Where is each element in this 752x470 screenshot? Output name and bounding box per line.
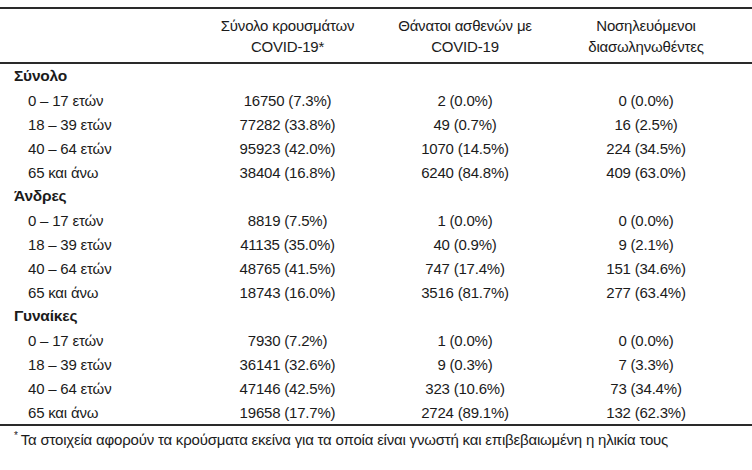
deaths-cell: 747 (17.4%): [390, 256, 540, 280]
table-row: 65 και άνω38404 (16.8%)6240 (84.8%)409 (…: [0, 160, 752, 184]
header-empty-cell: [0, 8, 185, 63]
age-cell: 65 και άνω: [0, 400, 185, 424]
cases-cell: 16750 (7.3%): [185, 88, 390, 112]
deaths-cell: 1 (0.0%): [390, 208, 540, 232]
cases-cell: 41135 (35.0%): [185, 232, 390, 256]
intubated-cell: 7 (3.3%): [540, 352, 752, 376]
cases-cell: 19658 (17.7%): [185, 400, 390, 424]
deaths-cell: 9 (0.3%): [390, 352, 540, 376]
covid-stats-table: Σύνολο κρουσμάτων COVID-19* Θάνατοι ασθε…: [0, 7, 752, 424]
deaths-cell: 3516 (81.7%): [390, 280, 540, 304]
deaths-cell: 323 (10.6%): [390, 376, 540, 400]
intubated-cell: 224 (34.5%): [540, 136, 752, 160]
footnote-text: Τα στοιχεία αφορούν τα κρούσματα εκείνα …: [21, 431, 668, 448]
deaths-cell: 6240 (84.8%): [390, 160, 540, 184]
age-cell: 0 – 17 ετών: [0, 88, 185, 112]
age-cell: 40 – 64 ετών: [0, 376, 185, 400]
cases-cell: 36141 (32.6%): [185, 352, 390, 376]
cases-cell: 77282 (33.8%): [185, 112, 390, 136]
intubated-cell: 16 (2.5%): [540, 112, 752, 136]
table-row: 40 – 64 ετών48765 (41.5%)747 (17.4%)151 …: [0, 256, 752, 280]
intubated-cell: 277 (63.4%): [540, 280, 752, 304]
table-body: Σύνολο0 – 17 ετών16750 (7.3%)2 (0.0%)0 (…: [0, 63, 752, 424]
group-header-row: Άνδρες: [0, 184, 752, 208]
header-deaths: Θάνατοι ασθενών με COVID-19: [390, 8, 540, 63]
header-intubated-line2: διασωληνωθέντες: [540, 36, 752, 57]
table-row: 18 – 39 ετών41135 (35.0%)40 (0.9%)9 (2.1…: [0, 232, 752, 256]
header-row: Σύνολο κρουσμάτων COVID-19* Θάνατοι ασθε…: [0, 8, 752, 63]
cases-cell: 47146 (42.5%): [185, 376, 390, 400]
deaths-cell: 49 (0.7%): [390, 112, 540, 136]
age-cell: 40 – 64 ετών: [0, 136, 185, 160]
cases-cell: 48765 (41.5%): [185, 256, 390, 280]
group-header-row: Σύνολο: [0, 63, 752, 88]
cases-cell: 18743 (16.0%): [185, 280, 390, 304]
deaths-cell: 2 (0.0%): [390, 88, 540, 112]
header-total-cases-line2: COVID-19*: [185, 36, 390, 57]
table-row: 40 – 64 ετών95923 (42.0%)1070 (14.5%)224…: [0, 136, 752, 160]
header-intubated-line1: Νοσηλευόμενοι: [540, 15, 752, 36]
table-row: 40 – 64 ετών47146 (42.5%)323 (10.6%)73 (…: [0, 376, 752, 400]
group-label: Γυναίκες: [0, 304, 752, 328]
age-cell: 0 – 17 ετών: [0, 208, 185, 232]
table-row: 0 – 17 ετών7930 (7.2%)1 (0.0%)0 (0.0%): [0, 328, 752, 352]
group-header-row: Γυναίκες: [0, 304, 752, 328]
age-cell: 40 – 64 ετών: [0, 256, 185, 280]
intubated-cell: 73 (34.4%): [540, 376, 752, 400]
age-cell: 0 – 17 ετών: [0, 328, 185, 352]
table-row: 65 και άνω19658 (17.7%)2724 (89.1%)132 (…: [0, 400, 752, 424]
footnote: *Τα στοιχεία αφορούν τα κρούσματα εκείνα…: [0, 424, 752, 448]
group-label: Σύνολο: [0, 63, 752, 88]
deaths-cell: 1070 (14.5%): [390, 136, 540, 160]
header-intubated: Νοσηλευόμενοι διασωληνωθέντες: [540, 8, 752, 63]
age-cell: 65 και άνω: [0, 280, 185, 304]
intubated-cell: 409 (63.0%): [540, 160, 752, 184]
deaths-cell: 40 (0.9%): [390, 232, 540, 256]
age-cell: 65 και άνω: [0, 160, 185, 184]
intubated-cell: 9 (2.1%): [540, 232, 752, 256]
age-cell: 18 – 39 ετών: [0, 352, 185, 376]
intubated-cell: 151 (34.6%): [540, 256, 752, 280]
intubated-cell: 0 (0.0%): [540, 328, 752, 352]
table-row: 18 – 39 ετών36141 (32.6%)9 (0.3%)7 (3.3%…: [0, 352, 752, 376]
header-total-cases-line1: Σύνολο κρουσμάτων: [185, 15, 390, 36]
intubated-cell: 0 (0.0%): [540, 208, 752, 232]
table-row: 18 – 39 ετών77282 (33.8%)49 (0.7%)16 (2.…: [0, 112, 752, 136]
deaths-cell: 2724 (89.1%): [390, 400, 540, 424]
cases-cell: 95923 (42.0%): [185, 136, 390, 160]
intubated-cell: 0 (0.0%): [540, 88, 752, 112]
intubated-cell: 132 (62.3%): [540, 400, 752, 424]
cases-cell: 8819 (7.5%): [185, 208, 390, 232]
cases-cell: 7930 (7.2%): [185, 328, 390, 352]
footnote-marker: *: [14, 430, 18, 441]
header-deaths-line1: Θάνατοι ασθενών με: [390, 15, 540, 36]
deaths-cell: 1 (0.0%): [390, 328, 540, 352]
age-cell: 18 – 39 ετών: [0, 232, 185, 256]
table-row: 65 και άνω18743 (16.0%)3516 (81.7%)277 (…: [0, 280, 752, 304]
cases-cell: 38404 (16.8%): [185, 160, 390, 184]
table-row: 0 – 17 ετών8819 (7.5%)1 (0.0%)0 (0.0%): [0, 208, 752, 232]
covid-stats-page: Σύνολο κρουσμάτων COVID-19* Θάνατοι ασθε…: [0, 0, 752, 470]
header-deaths-line2: COVID-19: [390, 36, 540, 57]
group-label: Άνδρες: [0, 184, 752, 208]
header-total-cases: Σύνολο κρουσμάτων COVID-19*: [185, 8, 390, 63]
table-header: Σύνολο κρουσμάτων COVID-19* Θάνατοι ασθε…: [0, 8, 752, 63]
table-row: 0 – 17 ετών16750 (7.3%)2 (0.0%)0 (0.0%): [0, 88, 752, 112]
age-cell: 18 – 39 ετών: [0, 112, 185, 136]
